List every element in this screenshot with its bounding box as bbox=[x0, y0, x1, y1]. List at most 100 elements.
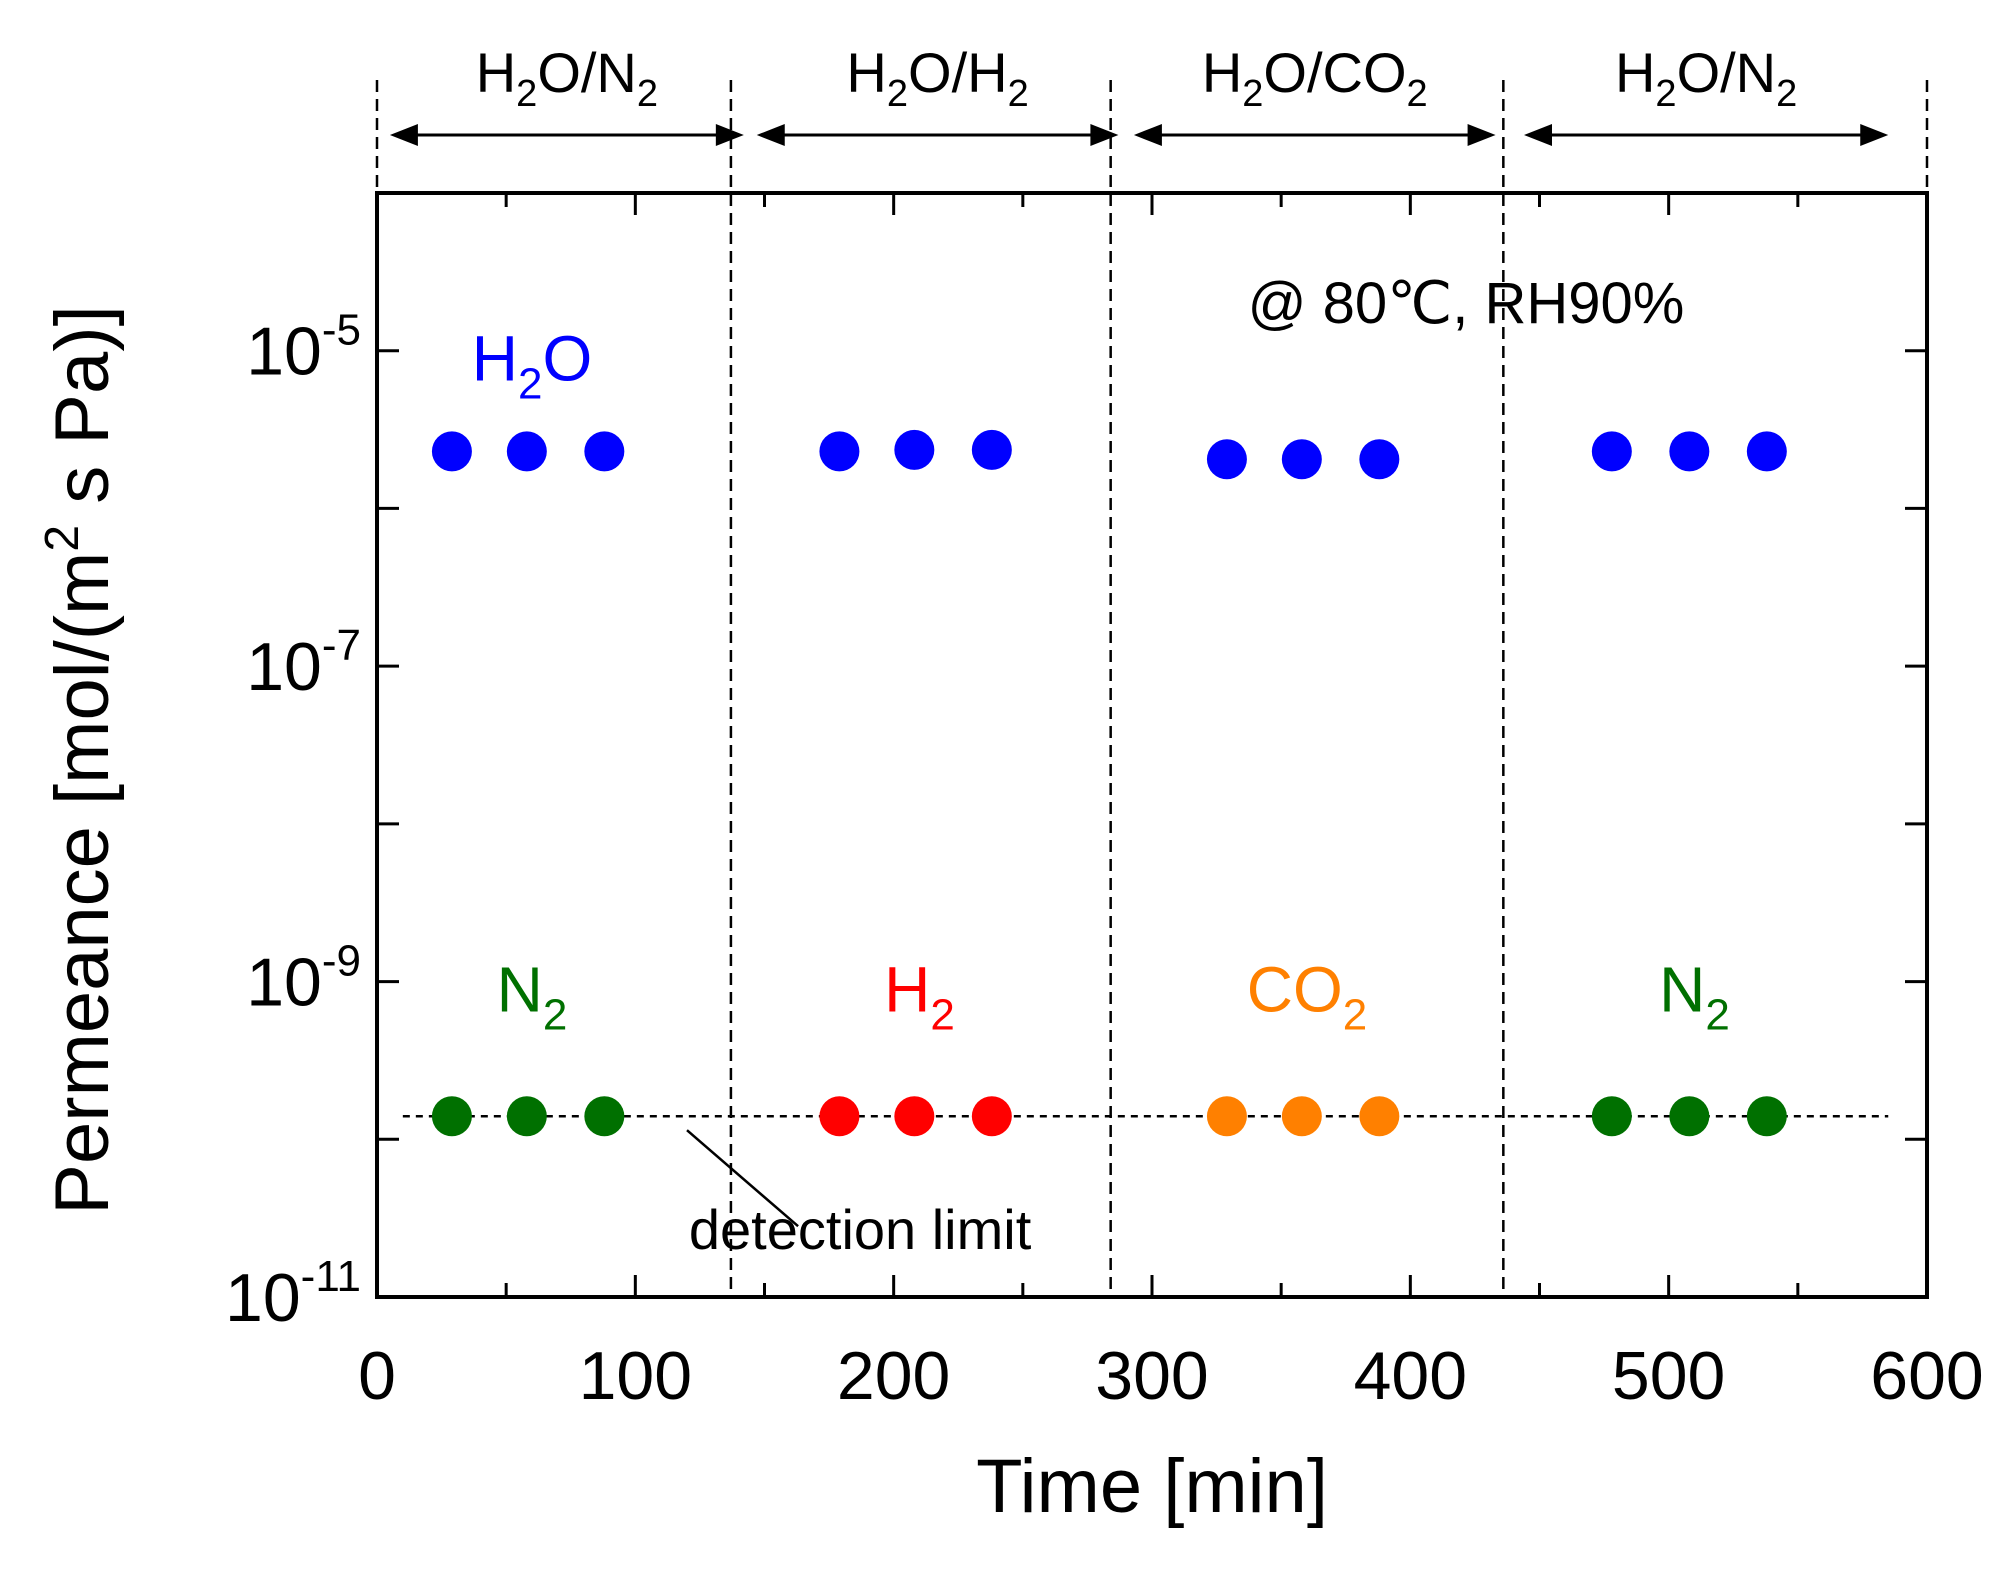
series-label: H2 bbox=[884, 954, 955, 1040]
subscript: 2 bbox=[1008, 73, 1029, 115]
segment-4: H2O/N2 bbox=[1524, 41, 1889, 146]
segment-label: H2O/N2 bbox=[1615, 41, 1797, 115]
series-h2-2 bbox=[819, 1096, 1012, 1137]
series-h2o-3 bbox=[1206, 439, 1400, 480]
subscript: 2 bbox=[518, 360, 542, 409]
x-axis-title: Time [min] bbox=[976, 1444, 1328, 1529]
label-text: H bbox=[476, 41, 516, 104]
data-point bbox=[1669, 1096, 1710, 1137]
arrow-left-icon bbox=[756, 124, 785, 146]
y-tick-exponent: -9 bbox=[322, 937, 361, 986]
detection-limit: detection limit bbox=[402, 1114, 1889, 1261]
series-label: CO2 bbox=[1247, 954, 1367, 1040]
data-point bbox=[1591, 1096, 1632, 1137]
label-text: O/N bbox=[1677, 41, 1777, 104]
data-point bbox=[819, 1096, 860, 1137]
y-axis-title: Permeance [mol/(m2 s Pa)] bbox=[36, 305, 125, 1214]
label-text: O/H bbox=[908, 41, 1008, 104]
data-point bbox=[584, 431, 625, 472]
data-point bbox=[584, 1096, 625, 1137]
data-point bbox=[971, 429, 1012, 470]
data-point bbox=[894, 1096, 935, 1137]
x-tick-label: 400 bbox=[1354, 1338, 1467, 1414]
segment-label: H2O/CO2 bbox=[1202, 41, 1428, 115]
segment-indicators: H2O/N2 H2O/H2 H2O/CO2 H2O/N2 bbox=[389, 41, 1889, 146]
data-point bbox=[819, 431, 860, 472]
label-text: H bbox=[846, 41, 886, 104]
subscript: 2 bbox=[1343, 991, 1367, 1040]
subscript: 2 bbox=[930, 991, 954, 1040]
subscript: 2 bbox=[516, 73, 537, 115]
segment-label: H2O/N2 bbox=[476, 41, 658, 115]
arrow-left-icon bbox=[1133, 124, 1162, 146]
data-point bbox=[431, 431, 472, 472]
x-tick-label: 500 bbox=[1612, 1338, 1725, 1414]
segment-dividers bbox=[375, 80, 1929, 1297]
series-co2-3 bbox=[1206, 1096, 1400, 1137]
subscript: 2 bbox=[1407, 73, 1428, 115]
y-tick-exponent: -11 bbox=[301, 1252, 361, 1301]
data-point bbox=[1206, 439, 1247, 480]
series-label: H2O bbox=[472, 323, 592, 409]
x-tick-labels: 0 100 200 300 400 500 600 bbox=[358, 1338, 1984, 1414]
condition-annotation: @ 80℃, RH90% bbox=[1248, 271, 1685, 336]
data-point bbox=[431, 1096, 472, 1137]
label-text: O bbox=[542, 323, 592, 395]
subscript: 2 bbox=[1655, 73, 1676, 115]
data-point bbox=[1591, 431, 1632, 472]
y-tick-label: 10-9 bbox=[246, 937, 361, 1021]
subscript: 2 bbox=[1776, 73, 1797, 115]
y-tick-exponent: -5 bbox=[322, 306, 361, 355]
arrow-right-icon bbox=[715, 124, 744, 146]
data-point bbox=[1746, 431, 1787, 472]
label-text: N bbox=[1659, 954, 1705, 1026]
data-points bbox=[431, 429, 1787, 1137]
label-text: H bbox=[884, 954, 930, 1026]
x-tick-label: 300 bbox=[1095, 1338, 1208, 1414]
y-axis-title-main: Permeance [mol/(m bbox=[40, 552, 125, 1215]
detection-limit-leader bbox=[686, 1129, 799, 1228]
axis-ticks bbox=[375, 193, 1929, 1299]
x-tick-label: 200 bbox=[837, 1338, 950, 1414]
subscript: 2 bbox=[637, 73, 658, 115]
data-point bbox=[894, 429, 935, 470]
label-text: H bbox=[472, 323, 518, 395]
y-tick-exponent: -7 bbox=[322, 621, 361, 670]
y-tick-base: 10 bbox=[246, 314, 322, 390]
x-tick-label: 600 bbox=[1870, 1338, 1983, 1414]
subscript: 2 bbox=[887, 73, 908, 115]
x-tick-label: 0 bbox=[358, 1338, 396, 1414]
series-label: N2 bbox=[497, 954, 568, 1040]
data-point bbox=[1281, 439, 1322, 480]
y-tick-label: 10-7 bbox=[246, 621, 361, 705]
arrow-left-icon bbox=[389, 124, 418, 146]
label-text: N bbox=[497, 954, 543, 1026]
series-h2o-4 bbox=[1591, 431, 1787, 472]
label-text: CO bbox=[1247, 954, 1343, 1026]
arrow-left-icon bbox=[1524, 124, 1552, 146]
segment-label: H2O/H2 bbox=[846, 41, 1028, 115]
data-point bbox=[1206, 1096, 1247, 1137]
y-tick-base: 10 bbox=[246, 945, 322, 1021]
series-n2-4 bbox=[1591, 1096, 1787, 1137]
label-text: O/N bbox=[537, 41, 637, 104]
series-n2-1 bbox=[431, 1096, 625, 1137]
y-tick-base: 10 bbox=[246, 629, 322, 705]
data-point bbox=[506, 431, 547, 472]
series-label: N2 bbox=[1659, 954, 1730, 1040]
arrow-right-icon bbox=[1860, 124, 1889, 146]
y-tick-label: 10-11 bbox=[225, 1252, 361, 1336]
series-h2o-2 bbox=[819, 429, 1012, 472]
segment-3: H2O/CO2 bbox=[1133, 41, 1496, 146]
arrow-right-icon bbox=[1090, 124, 1119, 146]
data-point bbox=[1359, 1096, 1400, 1137]
data-point bbox=[506, 1096, 547, 1137]
arrow-right-icon bbox=[1467, 124, 1496, 146]
y-tick-label: 10-5 bbox=[246, 306, 361, 390]
x-tick-label: 100 bbox=[579, 1338, 692, 1414]
label-text: O/CO bbox=[1263, 41, 1406, 104]
subscript: 2 bbox=[543, 991, 567, 1040]
y-axis-title-superscript: 2 bbox=[36, 525, 89, 552]
